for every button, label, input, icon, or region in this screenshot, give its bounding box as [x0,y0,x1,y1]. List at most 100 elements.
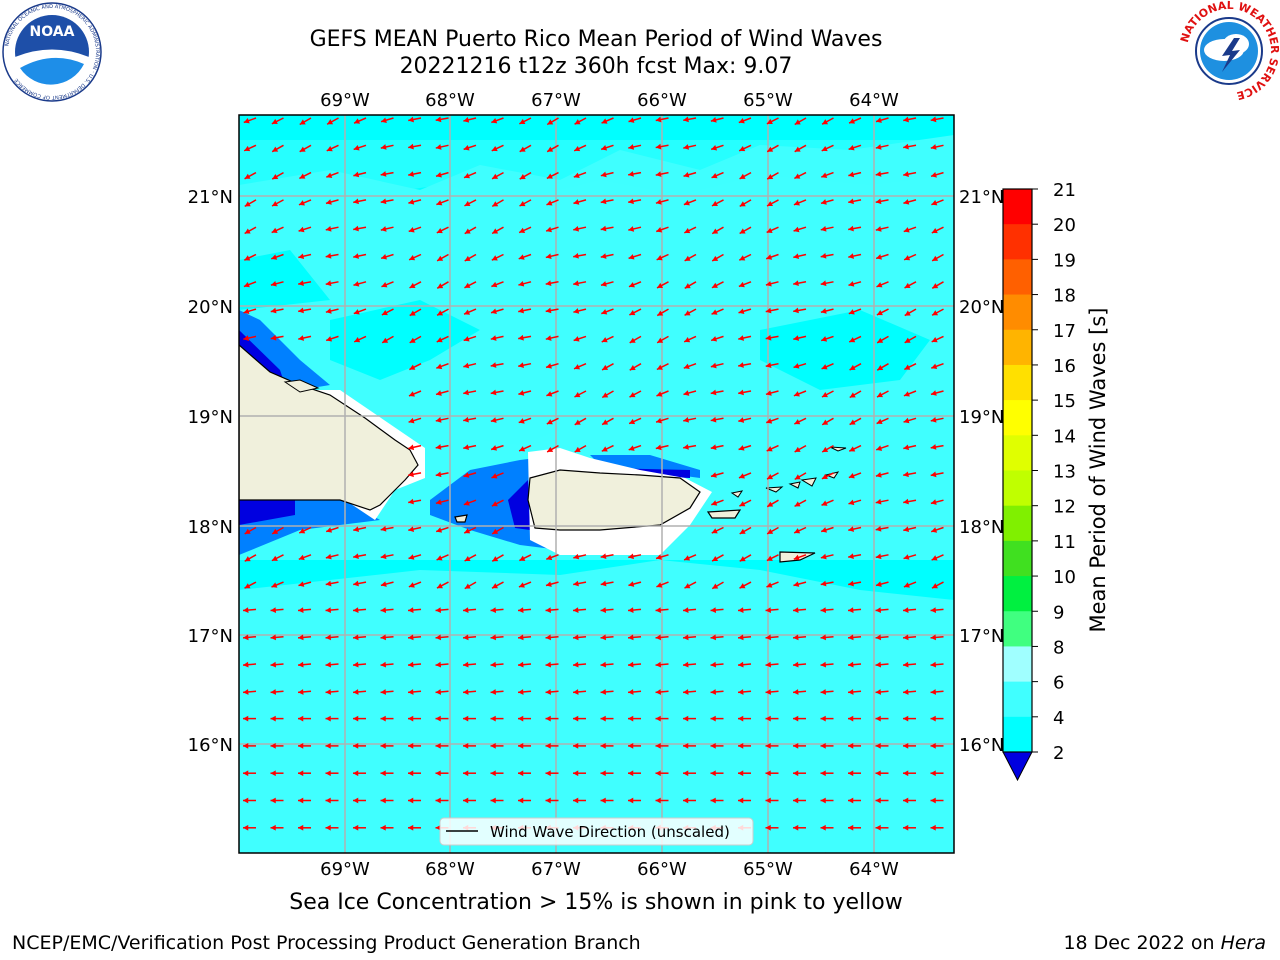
wave-arrow [517,689,532,695]
wave-arrow [655,444,669,451]
wave-arrow [628,253,642,260]
wave-arrow [462,689,477,695]
wave-arrow [545,335,559,341]
wave-arrow [380,526,394,532]
wave-arrow [380,253,394,260]
wave-arrow [463,472,477,478]
wave-arrow [407,689,422,695]
wave-arrow [903,581,917,588]
longitude-labels-top: 69°W 68°W 67°W 66°W 65°W 64°W [320,90,899,111]
wave-arrow [656,253,669,261]
wave-arrow [876,417,889,425]
wave-arrow [793,743,806,749]
wave-arrow [711,526,724,534]
wave-arrow [904,281,917,289]
wave-arrow [435,689,449,695]
wave-arrow [435,471,449,478]
wave-arrow [848,553,862,559]
wave-arrow [491,253,504,261]
wave-arrow [464,253,477,262]
wave-arrow [600,253,614,259]
wave-arrow [490,444,504,451]
wave-arrow [903,171,917,177]
wave-arrow [684,253,697,262]
colorbar-tick-label: 2 [1053,743,1064,764]
wave-arrow [931,362,944,370]
wave-arrow [490,634,504,641]
wave-arrow [325,335,339,342]
wave-arrow [546,171,559,180]
wave-arrow [903,390,917,397]
wave-arrow [656,581,669,588]
colorbar-tick-label: 14 [1053,426,1076,447]
wave-arrow [684,581,697,589]
wave-arrow [518,362,532,369]
wave-arrow [627,634,642,641]
wave-arrow [848,281,862,287]
wave-arrow [518,307,532,314]
wave-arrow [930,689,944,695]
wave-arrow [821,444,834,453]
colorbar-extend [1002,751,1033,782]
wave-arrow [792,661,807,668]
wave-arrow [463,335,477,342]
wave-arrow [298,526,312,534]
wave-arrow [463,743,476,749]
wave-arrow [242,634,257,641]
wave-arrow [902,689,917,695]
lat-label-left: 18°N [188,517,233,538]
wave-arrow [930,715,944,722]
lat-label-right: 20°N [959,297,1004,318]
wave-arrow [628,226,642,232]
wave-arrow [931,335,944,343]
wave-arrow [600,634,614,641]
wave-arrow [655,743,669,749]
wave-arrow [876,363,889,371]
wave-arrow [490,308,504,315]
wave-arrow [463,797,476,804]
lat-label-right: 18°N [959,517,1004,538]
wave-arrow [739,226,752,235]
wave-arrow [683,715,696,722]
wave-arrow [682,607,697,613]
wave-arrow [601,390,614,399]
wave-arrow [573,770,586,777]
wave-arrow [298,743,311,749]
wave-arrow [628,281,642,288]
wave-arrow [737,689,752,695]
wave-arrow [601,417,614,426]
wave-arrow [408,444,422,451]
colorbar-segment [1003,611,1032,647]
wave-arrow [875,444,889,451]
wave-arrow [793,824,806,831]
wave-arrow [683,362,697,370]
colorbar-tick-label: 15 [1053,391,1076,412]
wave-arrow [298,253,312,260]
wave-arrow [325,743,339,749]
wave-arrow [299,117,312,126]
wave-arrow [710,416,724,423]
wave-arrow [629,308,642,316]
wave-arrow [600,797,614,804]
wave-arrow [766,144,779,153]
wave-arrow [518,390,532,396]
wave-arrow [902,607,917,613]
wave-arrow [739,581,752,589]
wave-arrow [491,171,504,180]
wave-arrow [903,116,917,123]
wave-arrow [628,581,642,587]
wave-arrow [353,308,367,315]
wave-arrow [380,171,394,177]
colorbar-segment [1003,259,1032,296]
wave-arrow [793,526,807,534]
wave-arrow [903,226,917,233]
wave-arrow [491,526,504,535]
wave-arrow [600,198,614,205]
wave-arrow [490,335,504,341]
wave-arrow [573,797,586,804]
wave-arrow [243,253,257,261]
colorbar-tick-label: 6 [1053,673,1064,694]
wave-arrow [738,253,752,261]
wave-arrow [491,226,504,235]
wave-arrow [436,335,449,343]
